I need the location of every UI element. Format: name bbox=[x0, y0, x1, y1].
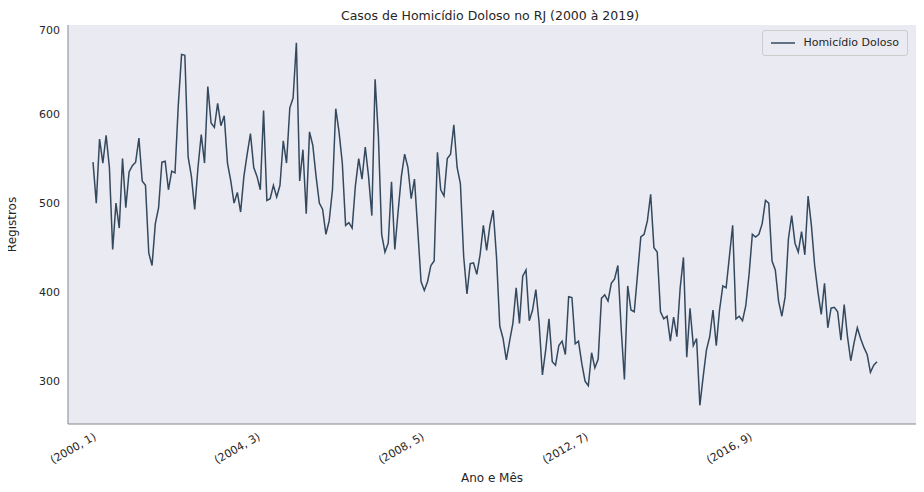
svg-text:700: 700 bbox=[39, 24, 60, 37]
svg-text:(2016, 9): (2016, 9) bbox=[704, 430, 754, 467]
html-text:Homicídio Doloso: Homicídio Doloso bbox=[803, 36, 899, 49]
html-text:Casos de Homicídio Doloso no R: Casos de Homicídio Doloso no RJ (2000 à … bbox=[340, 8, 639, 23]
svg-text:400: 400 bbox=[39, 286, 60, 299]
svg-text:500: 500 bbox=[39, 197, 60, 210]
svg-text:(2012, 7): (2012, 7) bbox=[540, 430, 590, 467]
svg-text:300: 300 bbox=[39, 375, 60, 388]
svg-text:(2008, 5): (2008, 5) bbox=[376, 430, 426, 467]
svg-text:Registros: Registros bbox=[8, 197, 19, 252]
svg-text:(2000, 1): (2000, 1) bbox=[48, 430, 98, 467]
svg-text:Ano e Mês: Ano e Mês bbox=[461, 471, 523, 484]
svg-text:600: 600 bbox=[39, 108, 60, 121]
svg-text:(2004, 3): (2004, 3) bbox=[212, 430, 262, 467]
